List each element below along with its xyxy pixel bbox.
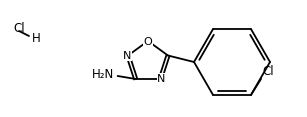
Text: N: N xyxy=(157,74,165,84)
Text: O: O xyxy=(144,37,152,47)
Text: Cl: Cl xyxy=(13,22,25,35)
Text: H: H xyxy=(32,31,41,44)
Text: H₂N: H₂N xyxy=(91,68,114,81)
Text: N: N xyxy=(123,51,131,60)
Text: Cl: Cl xyxy=(262,65,274,78)
